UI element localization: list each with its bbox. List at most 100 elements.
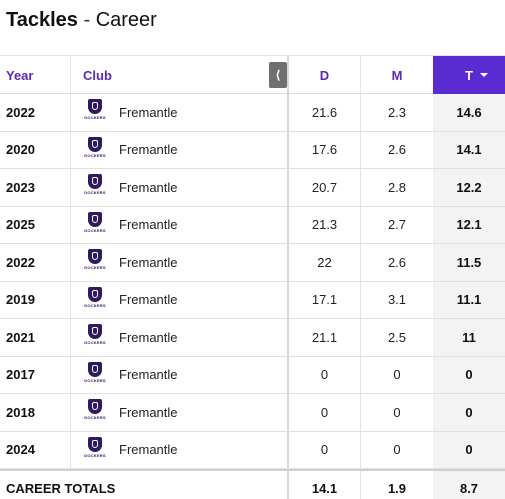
page-title: Tackles - Career: [6, 7, 157, 33]
club-logo-icon: DOCKERS: [84, 136, 106, 163]
table-header: Year Club ⟨ D M T: [0, 56, 505, 94]
cell-m: 2.7: [360, 206, 433, 243]
club-name: Fremantle: [119, 104, 178, 120]
column-header-d[interactable]: D: [287, 56, 360, 94]
cell-t: 12.1: [433, 206, 505, 243]
club-name: Fremantle: [119, 254, 178, 270]
cell-year: 2023: [0, 169, 71, 206]
cell-m: 0: [360, 356, 433, 393]
club-logo-icon: DOCKERS: [84, 286, 106, 313]
club-shield-icon: [88, 399, 102, 415]
club-name: Fremantle: [119, 329, 178, 345]
club-name: Fremantle: [119, 179, 178, 195]
cell-m: 2.8: [360, 169, 433, 206]
club-shield-icon: [88, 99, 102, 115]
cell-t: 12.2: [433, 169, 505, 206]
cell-m: 2.5: [360, 319, 433, 356]
club-shield-icon: [88, 136, 102, 152]
table-row: 2022 DOCKERS Fremantle 21.6 2.3 14.6: [0, 94, 505, 132]
club-logo-icon: DOCKERS: [84, 99, 106, 125]
cell-d: 0: [287, 394, 360, 431]
cell-year: 2018: [0, 394, 71, 431]
cell-t: 0: [433, 394, 505, 431]
cell-club[interactable]: DOCKERS Fremantle: [71, 357, 287, 394]
scroll-left-button[interactable]: ⟨: [269, 62, 287, 88]
cell-year: 2022: [0, 94, 71, 131]
cell-club[interactable]: DOCKERS Fremantle: [71, 244, 287, 281]
club-logo-wordmark: DOCKERS: [84, 190, 106, 196]
cell-year: 2019: [0, 281, 71, 318]
club-name: Fremantle: [119, 442, 178, 458]
cell-club[interactable]: DOCKERS Fremantle: [71, 282, 287, 319]
club-shield-icon: [88, 249, 102, 265]
club-name: Fremantle: [119, 217, 178, 233]
club-logo-wordmark: DOCKERS: [84, 452, 106, 458]
table-row: 2018 DOCKERS Fremantle 0 0 0: [0, 394, 505, 432]
cell-d: 20.7: [287, 169, 360, 206]
club-logo-wordmark: DOCKERS: [84, 115, 106, 121]
club-logo-icon: DOCKERS: [84, 436, 106, 463]
cell-year: 2024: [0, 431, 71, 468]
cell-d: 21.6: [287, 94, 360, 131]
cell-club[interactable]: DOCKERS Fremantle: [71, 169, 287, 206]
cell-club[interactable]: DOCKERS Fremantle: [71, 94, 287, 131]
cell-club[interactable]: DOCKERS Fremantle: [71, 207, 287, 244]
cell-club[interactable]: DOCKERS Fremantle: [71, 394, 287, 431]
cell-m: 2.6: [360, 244, 433, 281]
cell-m: 3.1: [360, 281, 433, 318]
cell-d: 0: [287, 356, 360, 393]
table-row: 2022 DOCKERS Fremantle 22 2.6 11.5: [0, 244, 505, 282]
club-logo-wordmark: DOCKERS: [84, 377, 106, 383]
club-logo-icon: DOCKERS: [84, 174, 106, 200]
cell-year: 2021: [0, 319, 71, 356]
club-name: Fremantle: [119, 404, 178, 420]
cell-club[interactable]: DOCKERS Fremantle: [71, 319, 287, 356]
column-header-year[interactable]: Year: [0, 56, 71, 94]
cell-d: 17.1: [287, 281, 360, 318]
column-header-club[interactable]: Club ⟨: [71, 56, 287, 94]
column-header-t-label: T: [465, 67, 473, 83]
cell-t: 11.1: [433, 281, 505, 318]
cell-m: 0: [360, 394, 433, 431]
cell-m: 2.6: [360, 131, 433, 168]
cell-d: 0: [287, 431, 360, 468]
club-name: Fremantle: [119, 292, 178, 308]
column-header-m[interactable]: M: [360, 56, 433, 94]
club-shield-icon: [88, 174, 102, 190]
cell-club[interactable]: DOCKERS Fremantle: [71, 132, 287, 169]
club-logo-icon: DOCKERS: [84, 324, 105, 350]
cell-year: 2022: [0, 244, 71, 281]
total-m: 1.9: [360, 471, 433, 499]
career-totals-label: CAREER TOTALS: [6, 481, 116, 496]
club-shield-icon: [88, 361, 102, 377]
title-sub: Career: [95, 9, 157, 31]
career-totals-row: CAREER TOTALS 14.1 1.9 8.7: [0, 469, 505, 499]
cell-t: 0: [433, 356, 505, 393]
club-name: Fremantle: [119, 142, 178, 158]
cell-m: 0: [360, 431, 433, 468]
table-row: 2021 DOCKERS Fremantle 21.1 2.5 11: [0, 319, 505, 357]
cell-t: 14.1: [433, 131, 505, 168]
sort-descending-icon: [480, 73, 488, 77]
cell-year: 2017: [0, 356, 71, 393]
column-header-club-label: Club: [83, 67, 112, 83]
club-logo-icon: DOCKERS: [84, 211, 106, 238]
club-logo-wordmark: DOCKERS: [84, 415, 106, 421]
table-row: 2017 DOCKERS Fremantle 0 0 0: [0, 356, 505, 394]
cell-club[interactable]: DOCKERS Fremantle: [71, 432, 287, 469]
total-t: 8.7: [433, 471, 505, 499]
club-shield-icon: [88, 324, 102, 340]
club-shield-icon: [88, 286, 102, 302]
club-logo-wordmark: DOCKERS: [84, 302, 106, 308]
cell-t: 14.6: [433, 94, 505, 131]
chevron-left-icon: ⟨: [275, 68, 281, 82]
club-logo-icon: DOCKERS: [84, 361, 106, 388]
cell-t: 0: [433, 431, 505, 468]
column-header-t[interactable]: T: [433, 56, 505, 94]
club-logo-wordmark: DOCKERS: [84, 227, 106, 233]
club-logo-wordmark: DOCKERS: [84, 152, 106, 158]
club-logo-icon: DOCKERS: [84, 249, 105, 275]
stats-table: Year Club ⟨ D M T 2022 DOCKERS Frem: [0, 55, 505, 499]
table-row: 2020 DOCKERS Fremantle 17.6 2.6 14.1: [0, 131, 505, 169]
cell-t: 11.5: [433, 244, 505, 281]
